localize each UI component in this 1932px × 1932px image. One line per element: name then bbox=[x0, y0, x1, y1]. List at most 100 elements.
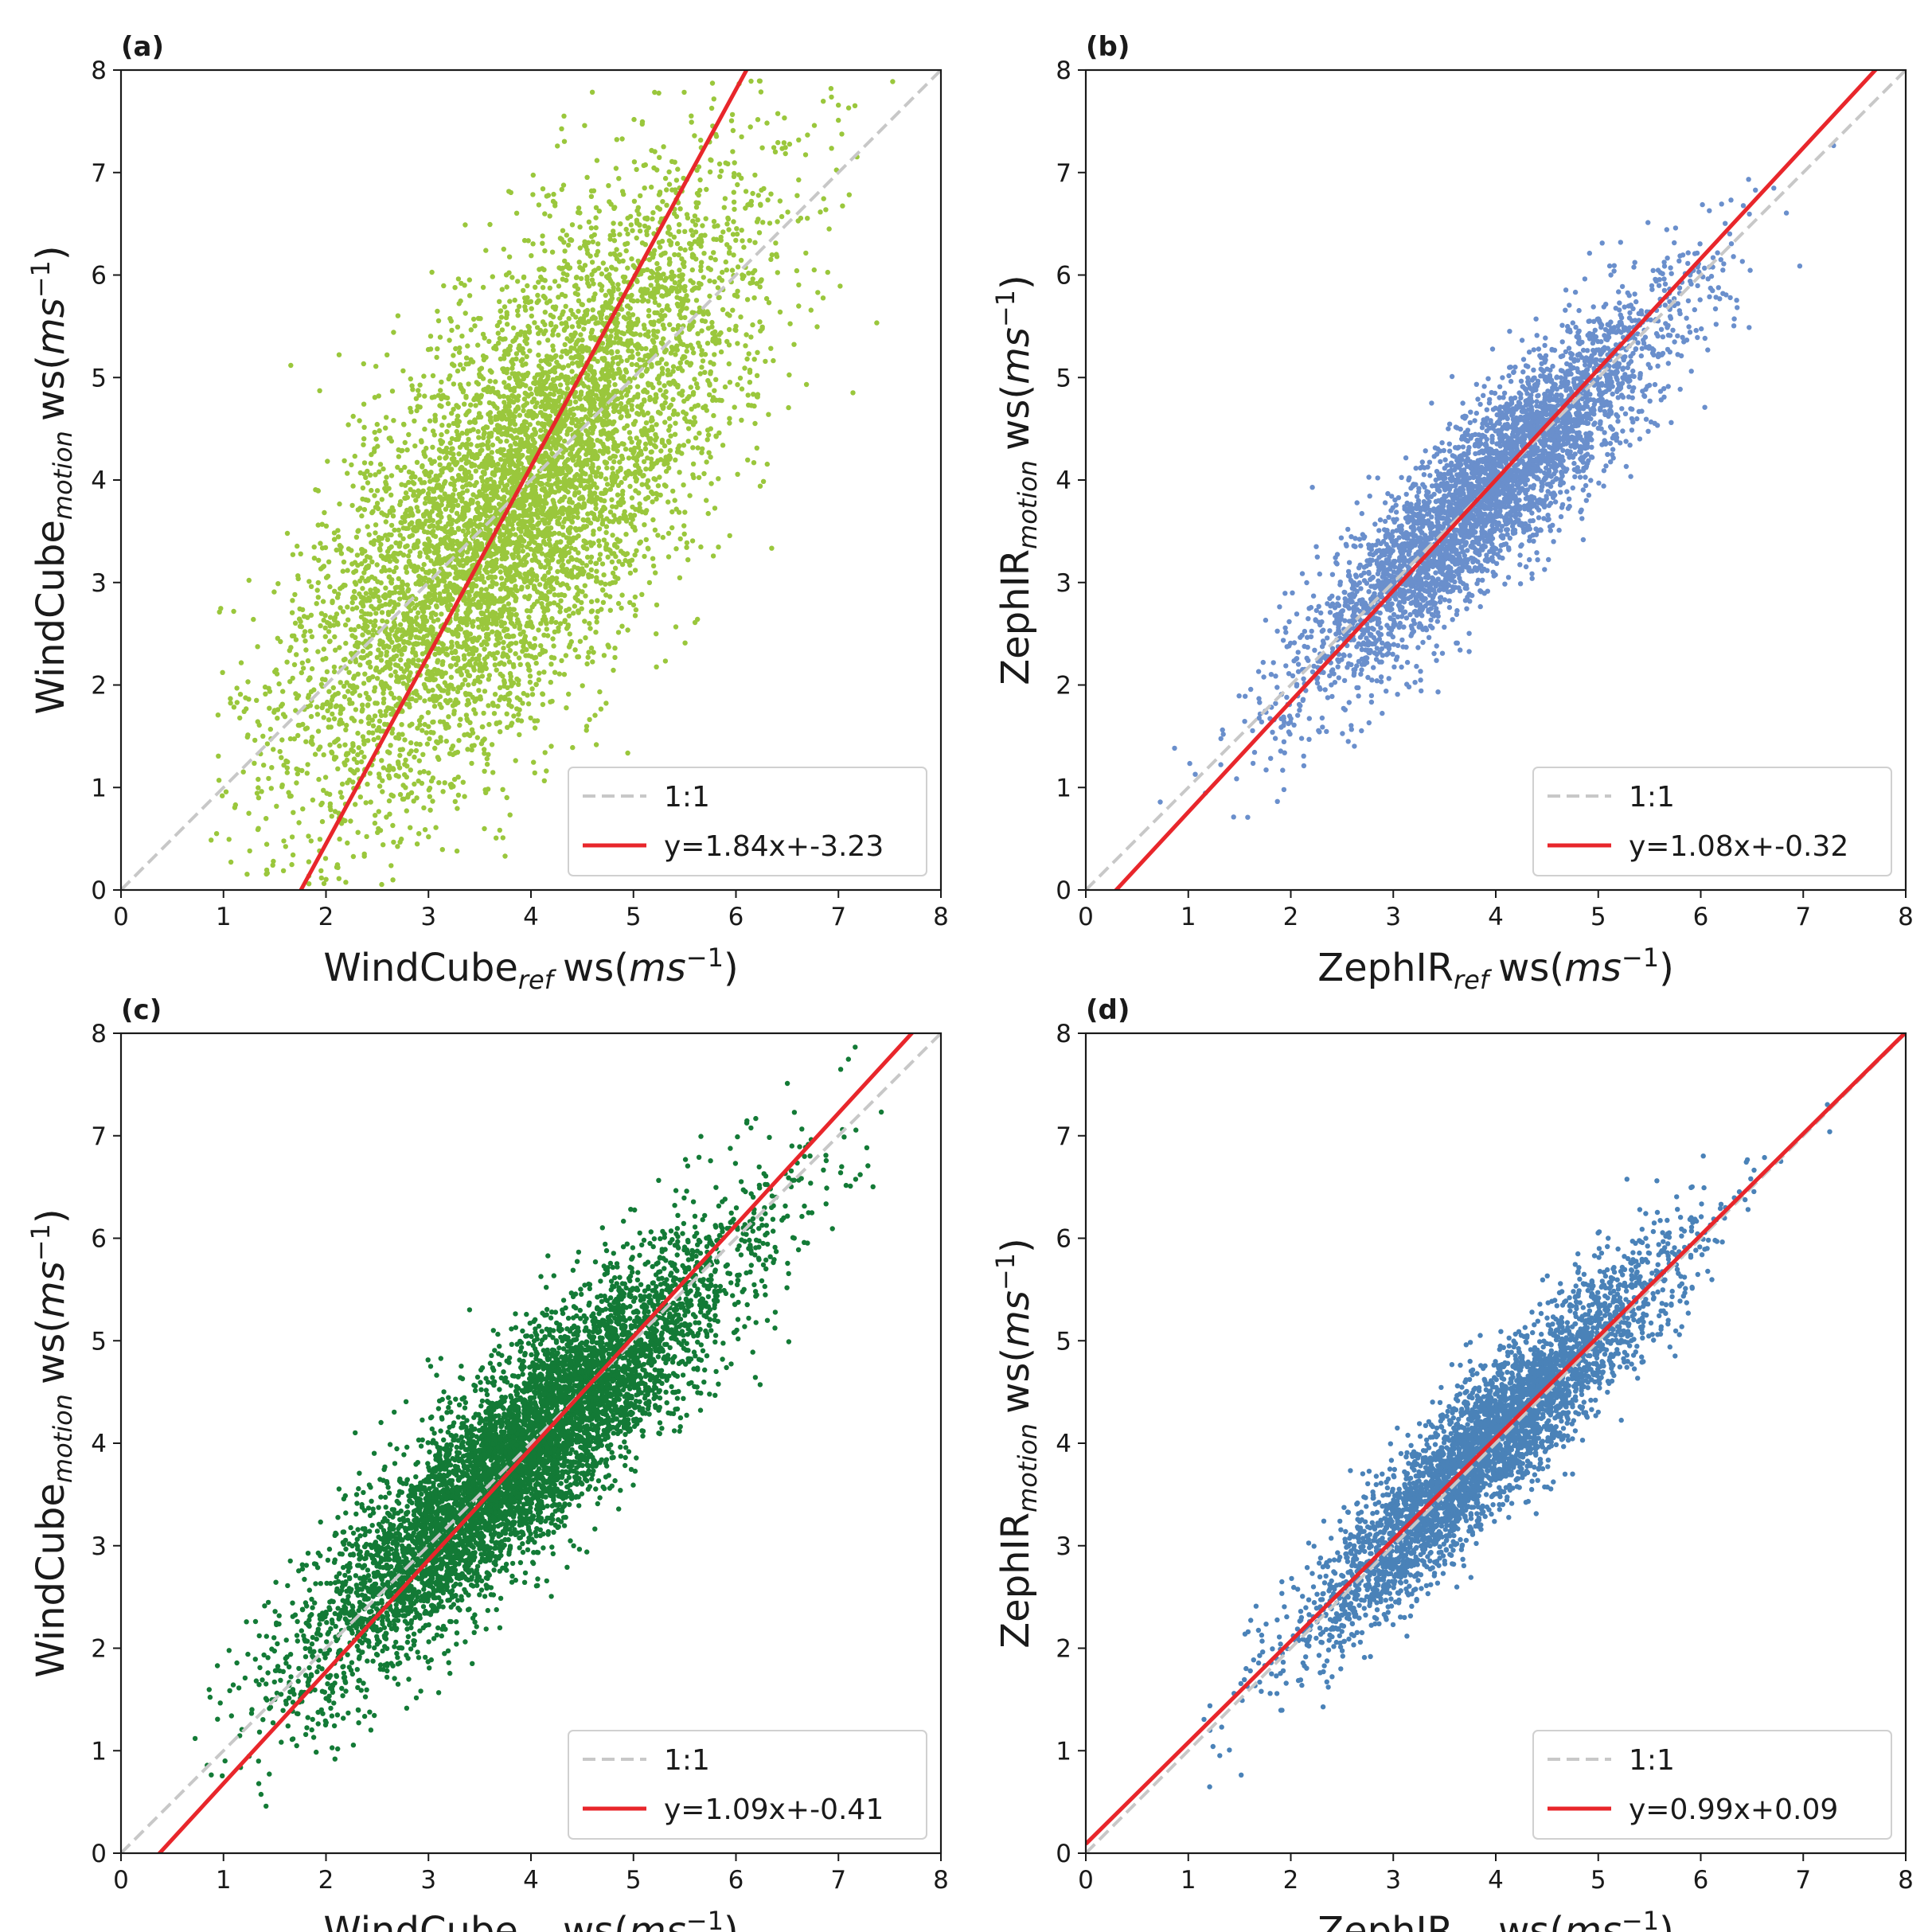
data-point bbox=[333, 704, 338, 709]
data-point bbox=[550, 347, 556, 353]
data-point bbox=[545, 338, 551, 343]
data-point bbox=[416, 522, 421, 528]
data-point bbox=[544, 510, 551, 516]
data-point bbox=[768, 256, 774, 263]
data-point bbox=[691, 474, 697, 481]
data-point bbox=[565, 559, 572, 564]
data-point bbox=[615, 311, 621, 318]
data-point bbox=[582, 407, 587, 412]
data-point bbox=[451, 353, 456, 358]
data-point bbox=[681, 482, 686, 488]
data-point bbox=[556, 671, 562, 677]
data-point bbox=[387, 811, 392, 817]
data-point bbox=[470, 656, 475, 662]
data-point bbox=[464, 428, 470, 434]
data-point bbox=[711, 219, 717, 224]
data-point bbox=[754, 373, 760, 378]
data-point bbox=[444, 603, 450, 609]
data-point bbox=[559, 186, 564, 193]
data-point bbox=[430, 428, 436, 434]
data-point bbox=[372, 395, 378, 400]
data-point bbox=[543, 584, 548, 590]
data-point bbox=[571, 514, 576, 520]
data-point bbox=[232, 805, 238, 810]
data-point bbox=[404, 808, 409, 814]
data-point bbox=[402, 439, 408, 446]
data-point bbox=[404, 630, 410, 635]
data-point bbox=[374, 562, 380, 568]
data-point bbox=[567, 451, 573, 457]
data-point bbox=[667, 372, 673, 377]
data-point bbox=[597, 552, 603, 557]
data-point bbox=[708, 481, 714, 486]
data-point bbox=[560, 568, 567, 575]
data-point bbox=[357, 693, 363, 698]
data-point bbox=[852, 103, 858, 108]
data-point bbox=[555, 568, 560, 575]
data-point bbox=[568, 407, 573, 413]
data-point bbox=[314, 704, 320, 710]
data-point bbox=[448, 664, 454, 669]
data-point bbox=[306, 833, 311, 839]
data-point bbox=[457, 722, 463, 728]
data-point bbox=[521, 690, 526, 697]
data-point bbox=[566, 613, 572, 619]
data-point bbox=[626, 455, 632, 461]
data-point bbox=[672, 252, 677, 258]
data-point bbox=[303, 739, 309, 744]
data-point bbox=[661, 336, 666, 342]
data-point bbox=[463, 355, 470, 361]
data-point bbox=[338, 605, 343, 611]
data-point bbox=[458, 626, 464, 632]
data-point bbox=[569, 380, 575, 385]
data-point bbox=[492, 404, 498, 409]
data-point bbox=[300, 665, 306, 671]
data-point bbox=[338, 544, 344, 550]
data-point bbox=[345, 568, 350, 573]
data-point bbox=[469, 760, 474, 767]
data-point bbox=[711, 412, 716, 419]
data-point bbox=[373, 472, 378, 478]
data-point bbox=[546, 520, 552, 526]
data-point bbox=[632, 568, 638, 573]
data-point bbox=[512, 440, 518, 446]
data-point bbox=[615, 349, 620, 354]
data-point bbox=[234, 685, 240, 691]
data-point bbox=[693, 222, 698, 228]
data-point bbox=[413, 596, 419, 602]
data-point bbox=[693, 381, 700, 387]
data-point bbox=[498, 729, 503, 735]
data-point bbox=[474, 576, 479, 582]
data-point bbox=[532, 718, 537, 724]
data-point bbox=[493, 343, 498, 349]
data-point bbox=[380, 728, 386, 734]
data-point bbox=[322, 625, 328, 630]
data-point bbox=[610, 281, 615, 287]
data-point bbox=[677, 283, 682, 288]
data-point bbox=[722, 384, 728, 390]
data-point bbox=[502, 603, 507, 609]
data-point bbox=[486, 751, 491, 757]
data-point bbox=[298, 551, 303, 556]
data-point bbox=[634, 548, 639, 553]
data-point bbox=[697, 309, 702, 314]
data-point bbox=[543, 593, 548, 599]
data-point bbox=[649, 449, 654, 455]
data-point bbox=[391, 839, 396, 845]
data-point bbox=[554, 439, 560, 445]
data-point bbox=[357, 662, 363, 668]
data-point bbox=[457, 345, 463, 351]
data-point bbox=[587, 716, 592, 723]
data-point bbox=[365, 554, 370, 560]
data-point bbox=[423, 619, 429, 624]
data-point bbox=[599, 345, 605, 352]
data-point bbox=[238, 660, 244, 665]
data-point bbox=[576, 550, 581, 556]
data-point bbox=[588, 645, 595, 651]
data-point bbox=[215, 712, 221, 718]
data-point bbox=[291, 662, 298, 668]
data-point bbox=[430, 444, 435, 450]
data-point bbox=[708, 455, 713, 460]
data-point bbox=[599, 513, 604, 519]
data-point bbox=[388, 522, 395, 529]
